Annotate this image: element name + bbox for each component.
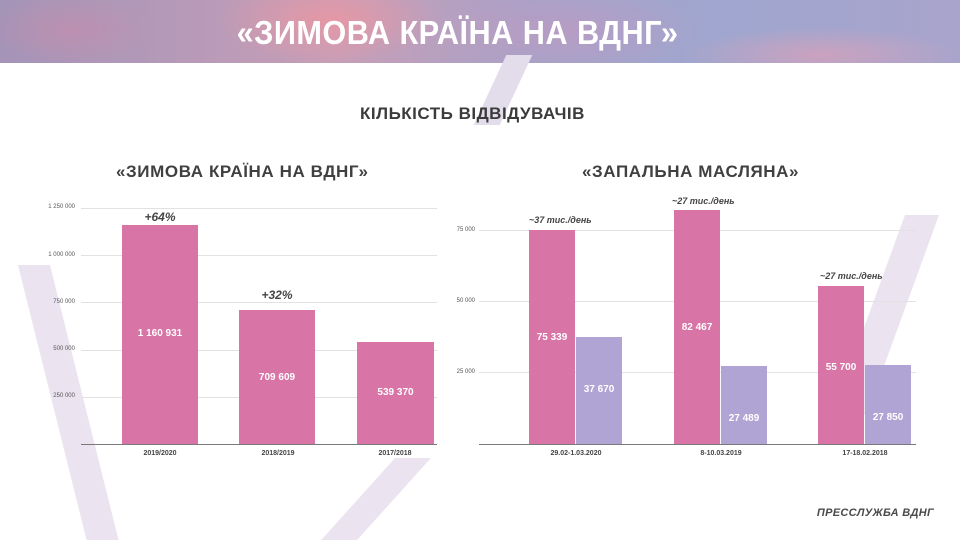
growth-annotation: +32% xyxy=(261,288,293,302)
daily-annotation: ~27 тис./день xyxy=(820,271,883,281)
y-tick: 1 000 000 xyxy=(48,252,75,258)
x-label: 2018/2019 xyxy=(261,450,295,457)
y-tick: 750 000 xyxy=(53,299,75,305)
bar-value: 539 370 xyxy=(377,387,414,398)
plot-area: 1 160 931 +64% 709 609 +32% 539 370 xyxy=(81,195,437,445)
y-tick: 500 000 xyxy=(53,346,75,352)
plot-area: 75 339 37 670 ~37 тис./день 82 467 27 48… xyxy=(479,195,916,445)
bar-perday-2020: 37 670 xyxy=(576,337,622,444)
bar-value: 709 609 xyxy=(258,372,296,383)
growth-annotation: +64% xyxy=(144,210,176,224)
decorative-stripe xyxy=(295,458,431,540)
bar-2017-2018: 539 370 xyxy=(357,342,434,444)
bar-total-2019: 82 467 xyxy=(674,210,720,444)
bar-value: 27 850 xyxy=(872,412,904,423)
x-label: 2017/2018 xyxy=(378,450,412,457)
x-axis xyxy=(81,444,437,445)
bar-value: 37 670 xyxy=(583,384,615,395)
bar-value: 82 467 xyxy=(681,322,713,333)
bar-value: 1 160 931 xyxy=(137,328,183,339)
bar-value: 55 700 xyxy=(825,362,857,373)
gridline xyxy=(81,208,437,209)
chart-title-winter: «ЗИМОВА КРАЇНА НА ВДНГ» xyxy=(116,162,369,181)
bar-perday-2018: 27 850 xyxy=(865,365,911,444)
y-tick: 75 000 xyxy=(456,227,475,233)
y-tick: 1 250 000 xyxy=(48,204,75,210)
section-subtitle: КІЛЬКІСТЬ ВІДВІДУВАЧІВ xyxy=(360,104,585,123)
bar-value: 27 489 xyxy=(728,413,760,424)
bar-total-2020: 75 339 xyxy=(529,230,575,444)
chart-title-maslyana: «ЗАПАЛЬНА МАСЛЯНА» xyxy=(582,162,800,181)
x-label: 29.02-1.03.2020 xyxy=(550,450,602,457)
y-tick: 25 000 xyxy=(456,369,475,375)
x-label: 2019/2020 xyxy=(143,450,177,457)
x-axis xyxy=(479,444,916,445)
bar-value: 75 339 xyxy=(536,332,568,343)
bar-total-2018: 55 700 xyxy=(818,286,864,444)
chart-winter: 1 250 000 1 000 000 750 000 500 000 250 … xyxy=(30,195,450,465)
y-tick: 50 000 xyxy=(456,298,475,304)
bar-perday-2019: 27 489 xyxy=(721,366,767,444)
x-label: 8-10.03.2019 xyxy=(700,450,742,457)
header-banner: «ЗИМОВА КРАЇНА НА ВДНГ» xyxy=(0,0,960,63)
page-title: «ЗИМОВА КРАЇНА НА ВДНГ» xyxy=(236,14,679,51)
x-label: 17-18.02.2018 xyxy=(842,450,888,457)
y-tick: 250 000 xyxy=(53,393,75,399)
daily-annotation: ~37 тис./день xyxy=(529,215,592,225)
daily-annotation: ~27 тис./день xyxy=(672,196,735,206)
gridline xyxy=(81,302,437,303)
bar-2018-2019: 709 609 xyxy=(239,310,315,444)
footer-credit: ПРЕССЛУЖБА ВДНГ xyxy=(816,507,934,519)
bar-2019-2020: 1 160 931 xyxy=(122,225,198,444)
gridline xyxy=(81,255,437,256)
chart-maslyana: 75 000 50 000 25 000 75 339 37 670 ~37 т… xyxy=(430,195,930,465)
